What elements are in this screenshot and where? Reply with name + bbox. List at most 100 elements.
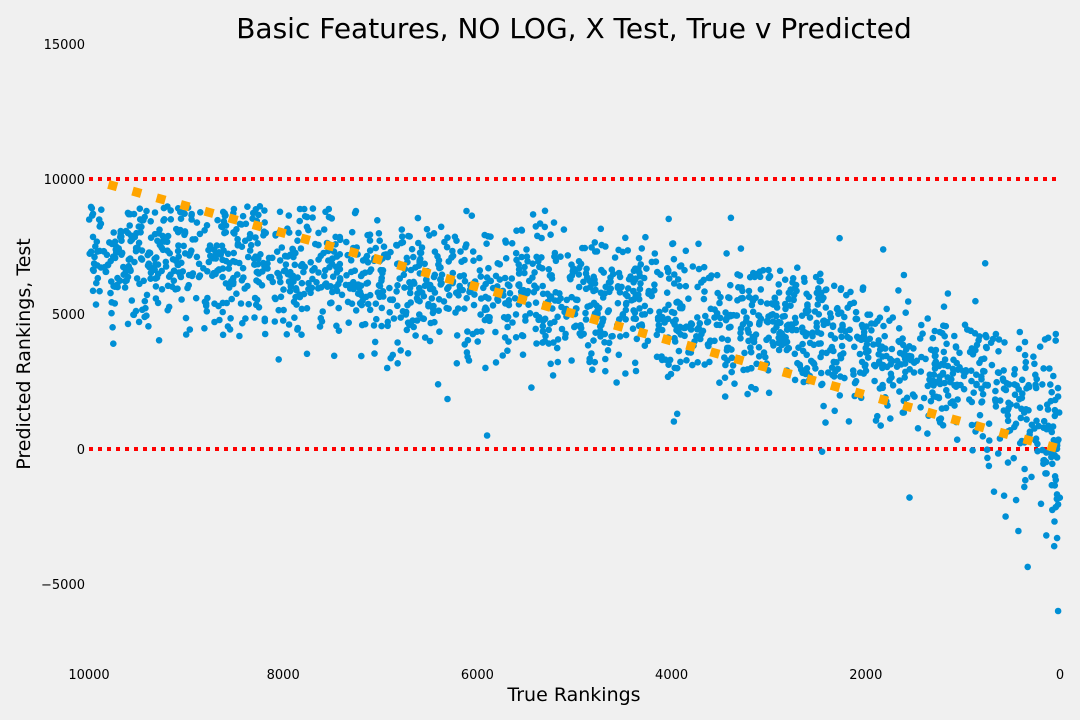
data-point <box>227 315 234 322</box>
data-point <box>212 270 219 278</box>
data-point <box>608 266 616 274</box>
data-point <box>931 348 938 356</box>
data-point <box>653 331 661 339</box>
data-point <box>735 284 742 291</box>
data-point <box>145 249 153 256</box>
data-point <box>1047 397 1055 405</box>
data-point <box>405 232 412 240</box>
data-point <box>588 350 595 357</box>
data-point <box>652 258 660 266</box>
data-point <box>768 300 775 307</box>
data-point <box>143 291 151 299</box>
data-point <box>228 295 235 303</box>
data-point <box>563 296 571 304</box>
data-point <box>188 216 195 223</box>
data-point <box>827 314 835 321</box>
data-point <box>550 219 558 226</box>
data-point <box>968 421 976 429</box>
x-tick-label: 4000 <box>655 668 688 683</box>
data-point <box>1024 563 1031 571</box>
data-point <box>991 396 999 403</box>
data-point <box>597 225 605 233</box>
data-point <box>1050 542 1058 550</box>
data-point <box>335 327 343 335</box>
y-tick-label: 15000 <box>44 38 85 53</box>
data-point <box>422 276 430 284</box>
data-point <box>803 365 811 372</box>
data-point <box>197 209 204 216</box>
data-point <box>805 293 813 301</box>
data-point <box>303 350 311 358</box>
data-point <box>164 247 171 254</box>
data-point <box>896 388 903 395</box>
data-point <box>414 214 422 222</box>
data-point <box>556 290 563 297</box>
data-point <box>973 341 981 349</box>
data-point <box>529 260 536 268</box>
data-point <box>907 356 915 364</box>
data-point <box>701 288 708 295</box>
data-point <box>215 302 222 310</box>
data-point <box>285 229 293 236</box>
data-point <box>180 209 188 217</box>
data-point <box>886 317 893 325</box>
data-point <box>484 233 492 240</box>
data-point <box>700 295 708 303</box>
data-point <box>757 298 765 306</box>
data-point <box>226 326 234 333</box>
data-point <box>174 205 182 212</box>
data-point <box>600 269 607 276</box>
data-point <box>1036 343 1044 351</box>
data-point <box>541 207 549 215</box>
data-point <box>695 265 703 273</box>
data-point <box>291 261 299 269</box>
data-point <box>794 264 801 272</box>
data-point <box>707 305 715 313</box>
data-point <box>592 329 599 337</box>
data-point <box>931 327 939 335</box>
data-point <box>122 227 130 235</box>
data-point <box>615 246 622 254</box>
data-point <box>147 234 155 241</box>
data-point <box>917 368 925 375</box>
data-point <box>437 223 445 231</box>
data-point <box>852 308 860 316</box>
data-point <box>986 437 993 444</box>
data-point <box>121 284 129 291</box>
data-point <box>504 347 511 355</box>
data-point <box>372 300 380 308</box>
data-point <box>112 249 120 256</box>
data-point <box>575 271 583 278</box>
data-point <box>541 223 549 231</box>
data-point <box>984 382 991 389</box>
data-point <box>137 255 145 262</box>
data-point <box>380 243 388 250</box>
data-point <box>435 307 443 315</box>
data-point <box>280 267 288 275</box>
data-point <box>558 325 566 333</box>
data-point <box>531 269 538 276</box>
data-point <box>944 290 952 297</box>
data-point <box>562 330 569 338</box>
data-point <box>531 282 538 290</box>
data-point <box>384 322 392 330</box>
data-point <box>89 233 97 241</box>
data-point <box>580 278 587 286</box>
data-point <box>178 296 185 303</box>
data-point <box>876 314 884 322</box>
data-point <box>421 260 429 268</box>
data-point <box>994 369 1002 376</box>
data-point <box>137 229 144 236</box>
data-point <box>443 243 451 251</box>
data-point <box>539 265 546 272</box>
data-point <box>215 249 223 256</box>
data-point <box>666 356 674 364</box>
data-point <box>526 310 534 317</box>
data-point <box>456 273 464 280</box>
x-tick-label: 0 <box>1056 668 1064 683</box>
data-point <box>671 271 678 278</box>
data-point <box>204 294 211 302</box>
data-point <box>523 253 531 260</box>
data-point <box>930 371 938 379</box>
data-point <box>721 393 729 400</box>
